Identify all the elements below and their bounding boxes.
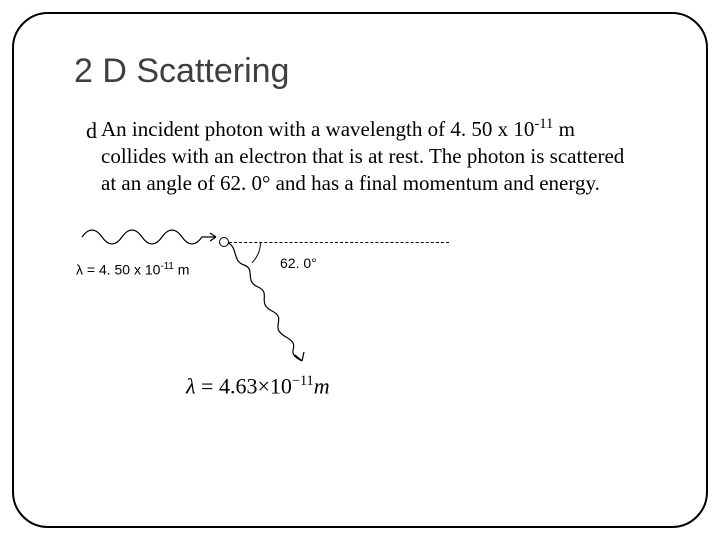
eq-ten: 10 [270,373,292,398]
slide-title: 2 D Scattering [74,52,656,91]
body-block: d An incident photon with a wavelength o… [74,115,656,415]
result-equation: λ = 4.63×10−11m [186,373,330,399]
lambda-prefix: λ = 4. 50 x 10 [76,261,160,277]
scatter-angle-label: 62. 0° [280,255,317,271]
lambda-exp: -11 [160,261,173,272]
eq-unit: m [314,373,330,398]
body-seg1-exp: -11 [534,116,553,132]
body-seg1: An incident photon with a wavelength of … [101,117,534,141]
incident-wavelength-label: λ = 4. 50 x 10-11 m [76,261,189,278]
eq-exp: −11 [292,373,314,389]
eq-equals: = 4.63 [196,373,258,398]
eq-times: × [257,373,269,398]
lambda-suffix: m [174,261,190,277]
eq-lambda: λ [186,373,196,398]
bullet-row: d An incident photon with a wavelength o… [86,115,656,197]
slide-frame: 2 D Scattering d An incident photon with… [12,12,708,528]
bullet-icon: d [86,117,97,145]
incident-photon-wave [80,221,225,251]
diagram: λ = 4. 50 x 10-11 m 62. 0° λ = 4.63×10−1… [86,225,656,415]
body-text: An incident photon with a wavelength of … [101,115,641,197]
